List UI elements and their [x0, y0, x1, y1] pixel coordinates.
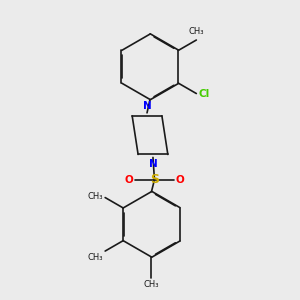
Text: CH₃: CH₃ — [144, 280, 159, 289]
Text: O: O — [175, 175, 184, 185]
Text: S: S — [150, 173, 159, 186]
Text: CH₃: CH₃ — [87, 253, 103, 262]
Text: CH₃: CH₃ — [87, 192, 103, 201]
Text: N: N — [148, 159, 157, 169]
Text: CH₃: CH₃ — [189, 27, 204, 36]
Text: O: O — [125, 175, 134, 185]
Text: N: N — [143, 101, 152, 111]
Text: Cl: Cl — [199, 88, 210, 98]
